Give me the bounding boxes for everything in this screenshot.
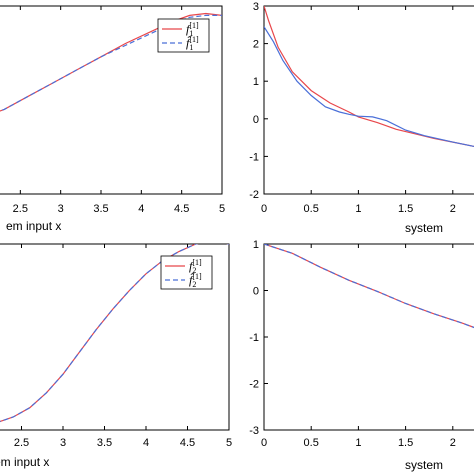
x-axis-label: system <box>405 458 443 472</box>
x-tick-label: 1.5 <box>398 203 413 215</box>
y-tick-label: 0 <box>253 114 259 126</box>
y-tick-label: 2 <box>253 39 259 51</box>
axes-box <box>263 5 474 195</box>
series-line-1 <box>264 26 474 148</box>
x-tick-label: 2 <box>450 203 456 215</box>
y-tick-label: -3 <box>249 425 259 437</box>
y-tick-label: 0 <box>253 286 259 298</box>
x-tick-label: 2.5 <box>13 203 28 215</box>
x-tick-label: 3.5 <box>97 437 112 449</box>
legend-box <box>160 255 213 290</box>
x-tick-label: 3.5 <box>93 203 108 215</box>
bottom-left-plot: 2.5 3 3.5 4 4.5 5 em input x f2[1]f̂2[1] <box>0 243 232 469</box>
series-line-1 <box>0 14 222 112</box>
x-axis-label: em input x <box>6 219 61 233</box>
x-tick-label: 5 <box>226 437 232 449</box>
x-tick-label: 2 <box>450 437 456 449</box>
series-line-1 <box>0 244 229 423</box>
series-line-1 <box>264 244 474 329</box>
x-tick-label: 0.5 <box>304 203 319 215</box>
y-tick-label: -1 <box>249 151 259 163</box>
y-tick-label: 1 <box>253 239 259 251</box>
x-tick-label: 5 <box>219 203 225 215</box>
legend-label: f1[1] <box>186 21 199 38</box>
series-line-0 <box>264 244 474 329</box>
y-tick-label: 1 <box>253 76 259 88</box>
legend-box <box>157 18 210 53</box>
legend: f2[1]f̂2[1] <box>160 255 213 290</box>
x-tick-label: 0.5 <box>304 437 319 449</box>
axes-box <box>263 243 474 431</box>
x-tick-label: 4.5 <box>180 437 195 449</box>
x-axis-label: system <box>405 221 443 235</box>
x-tick-label: 3 <box>58 203 64 215</box>
y-tick-label: -2 <box>249 379 259 391</box>
y-tick-label: -2 <box>249 189 259 201</box>
legend: f1[1]f̂1[1] <box>157 18 210 53</box>
x-tick-label: 4.5 <box>174 203 189 215</box>
x-tick-label: 4 <box>143 437 149 449</box>
x-tick-label: 1.5 <box>398 437 413 449</box>
x-tick-label: 1 <box>355 203 361 215</box>
x-axis-label: em input x <box>0 455 49 469</box>
y-tick-label: 3 <box>253 1 259 13</box>
x-tick-label: 0 <box>261 437 267 449</box>
y-tick-label: -1 <box>249 332 259 344</box>
x-tick-label: 1 <box>355 437 361 449</box>
legend-label: f2[1] <box>189 258 202 275</box>
x-tick-label: 2.5 <box>14 437 29 449</box>
x-tick-label: 4 <box>138 203 144 215</box>
legend-label: f̂2[1] <box>189 272 202 289</box>
x-tick-label: 0 <box>261 203 267 215</box>
legend-label: f̂1[1] <box>186 35 199 52</box>
x-tick-label: 3 <box>60 437 66 449</box>
top-left-plot: 2.5 3 3.5 4 4.5 5 em input x f1[1]f̂1[1] <box>0 5 225 233</box>
